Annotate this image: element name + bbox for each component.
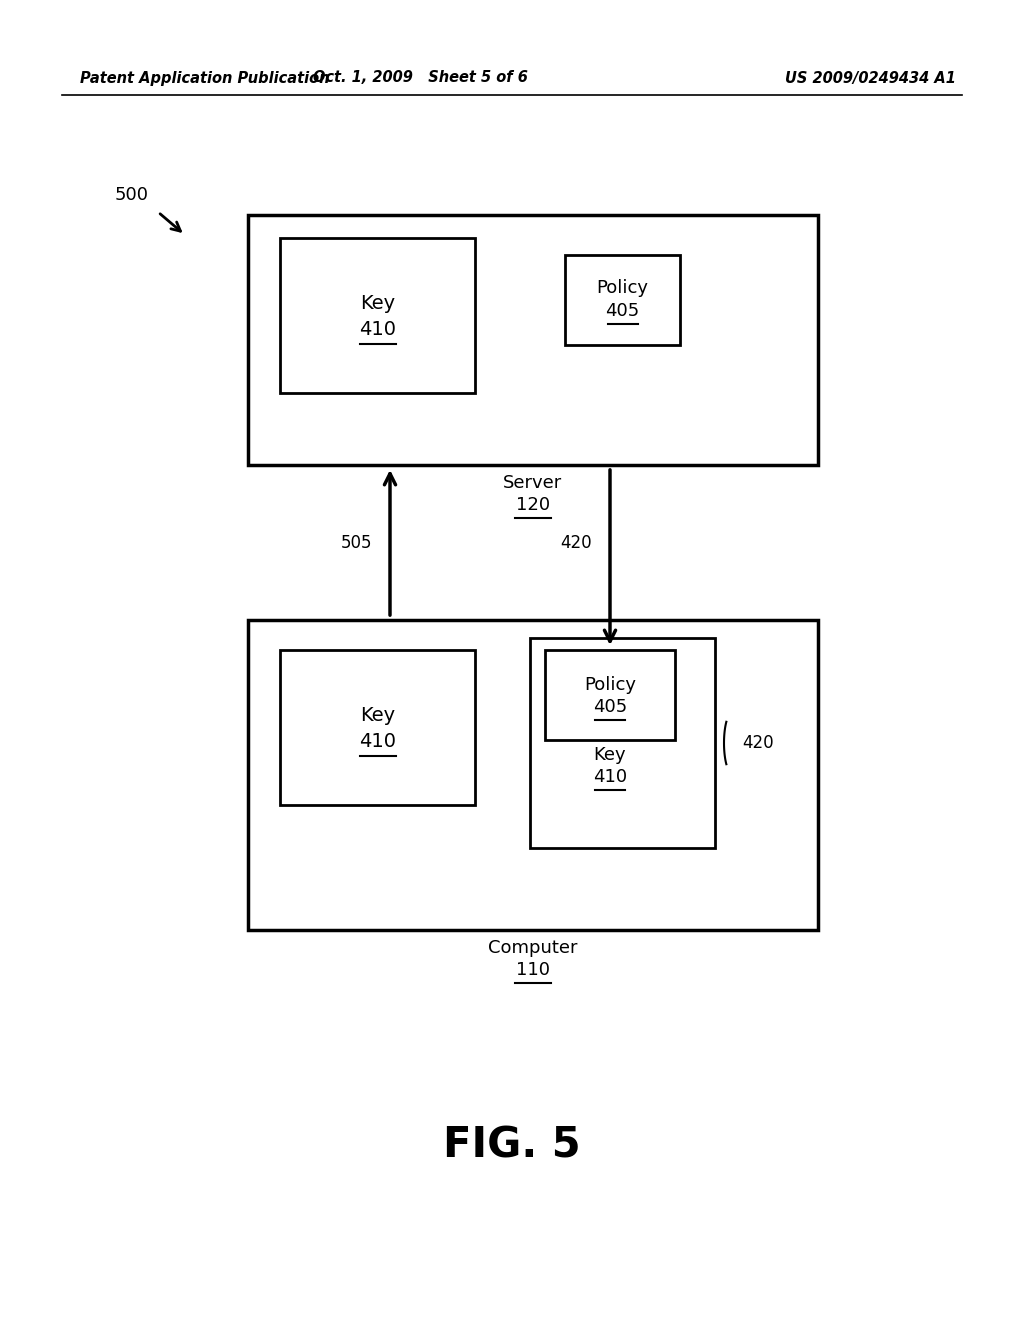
Text: Policy: Policy [597,279,648,297]
Text: 500: 500 [115,186,150,205]
Text: Patent Application Publication: Patent Application Publication [80,70,330,86]
Text: 110: 110 [516,961,550,979]
Text: 120: 120 [516,496,550,513]
Text: 505: 505 [341,533,372,552]
Text: 420: 420 [742,734,773,752]
Text: Server: Server [504,474,562,492]
Text: 410: 410 [593,768,627,785]
Text: 405: 405 [593,698,627,715]
Text: 405: 405 [605,302,640,319]
Text: Key: Key [360,706,395,725]
Text: Oct. 1, 2009   Sheet 5 of 6: Oct. 1, 2009 Sheet 5 of 6 [312,70,527,86]
Bar [248,215,818,465]
Text: US 2009/0249434 A1: US 2009/0249434 A1 [784,70,955,86]
Bar [248,620,818,931]
Text: Computer: Computer [488,939,578,957]
Text: 410: 410 [359,733,396,751]
Text: 420: 420 [560,533,592,552]
Text: 410: 410 [359,319,396,339]
Bar [565,255,680,345]
Text: Key: Key [594,746,627,764]
Bar [280,238,475,393]
Text: Key: Key [360,294,395,313]
Bar [280,649,475,805]
Bar [530,638,715,847]
Text: Policy: Policy [584,676,636,694]
Bar [545,649,675,741]
Text: FIG. 5: FIG. 5 [443,1125,581,1166]
